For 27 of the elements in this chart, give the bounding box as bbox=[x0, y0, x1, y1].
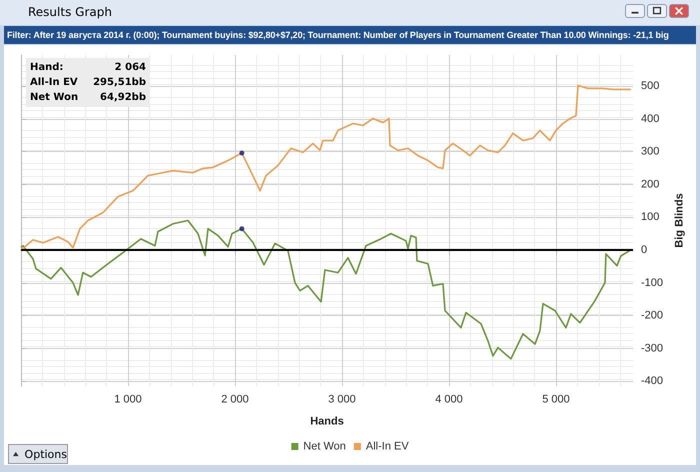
y-axis-title: Big Blinds bbox=[673, 193, 686, 248]
x-tick-label: 1 000 bbox=[114, 394, 142, 406]
text: Options bbox=[24, 448, 67, 460]
y-tick-label: 100 bbox=[641, 211, 660, 224]
y-tick-label: -400 bbox=[641, 375, 664, 388]
legend-label: All-In EV bbox=[366, 440, 410, 452]
y-tick-label: -200 bbox=[641, 310, 664, 322]
y-tick-label: 500 bbox=[641, 80, 660, 92]
y-tick-label: 0 bbox=[641, 244, 648, 256]
x-tick-label: 2 000 bbox=[221, 394, 249, 406]
text: Net Won 64,92bb bbox=[30, 92, 146, 103]
x-tick-label: 4 000 bbox=[435, 394, 463, 406]
x-tick-label: 5 000 bbox=[542, 394, 570, 406]
y-tick-label: -300 bbox=[641, 342, 664, 354]
chart-title: Results Graph bbox=[28, 5, 112, 19]
legend-label: Net Won bbox=[303, 440, 346, 452]
y-tick-label: 200 bbox=[641, 178, 660, 190]
text: Hand: 2 064 bbox=[30, 62, 146, 73]
line-series bbox=[20, 84, 632, 251]
x-axis-title: Hands bbox=[310, 416, 344, 428]
chart-subtitle: Filter: After 19 августа 2014 г. (0:00); Tournament buyins: $92,80+$7,20; Tournament: Number of Players in Tournament Greater Than 10.00 Winnings: -21,1 big bbox=[4, 26, 696, 44]
x-tick-label: 3 000 bbox=[328, 394, 356, 406]
y-tick-label: -100 bbox=[641, 276, 664, 289]
text: All-In EV 295,51bb bbox=[30, 77, 146, 88]
line-series bbox=[20, 220, 632, 360]
y-tick-label: 400 bbox=[641, 112, 660, 125]
y-tick-label: 300 bbox=[641, 146, 660, 158]
